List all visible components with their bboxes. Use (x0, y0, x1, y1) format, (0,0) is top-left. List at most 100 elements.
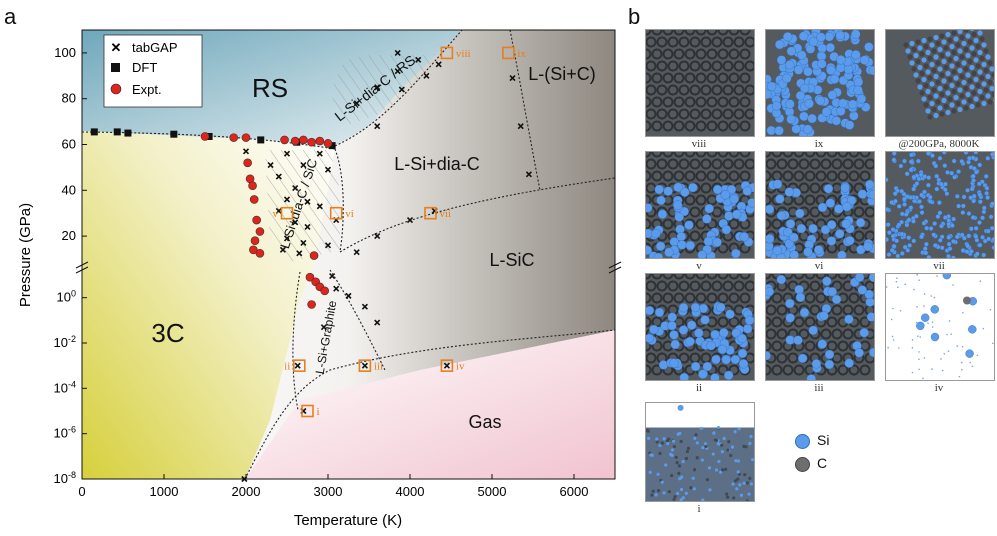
tabgap-point (415, 56, 422, 63)
snapshot-image (645, 29, 755, 137)
plot-frame (81, 29, 616, 480)
snapshot-caption: viii (691, 138, 707, 150)
expt-point (307, 137, 316, 147)
tabgap-point (374, 233, 381, 240)
x-tick-label: 1000 (150, 484, 179, 499)
x-axis-label: Temperature (K) (294, 512, 402, 529)
region-label: 3C (151, 318, 184, 348)
snapshot-box (440, 359, 454, 372)
tabgap-point (300, 239, 307, 247)
snapshot-box (424, 206, 437, 220)
tabgap-point (324, 242, 332, 249)
tabgap-point (316, 150, 323, 157)
region-label: Gas (468, 412, 501, 432)
snapshot-caption: @200GPa, 8000K (898, 138, 980, 150)
tabgap-point (294, 362, 301, 369)
snapshot-caption: ii (695, 382, 703, 394)
tabgap-point (361, 303, 368, 310)
dft-point (124, 129, 132, 137)
snapshot-caption: vi (814, 260, 824, 272)
tabgap-point (525, 171, 532, 178)
dft-point (328, 142, 336, 150)
region-label: L-Si+dia-C (394, 154, 480, 174)
y-tick-label: 10-8 (54, 470, 76, 486)
expt-point (229, 133, 238, 142)
atom-legend: Si C (795, 432, 829, 472)
tabgap-point (345, 292, 352, 299)
snapshot-image (885, 29, 995, 137)
snapshot-image (765, 273, 875, 381)
snapshot-box-label: vii (440, 208, 452, 220)
snapshot-box-label: ii (284, 361, 290, 373)
legend-si: Si (795, 432, 829, 449)
snapshot-box-label: i (317, 406, 320, 418)
axis-break (608, 261, 622, 274)
snapshot-caption: v (696, 260, 702, 272)
y-tick-label: 100 (54, 45, 76, 60)
tabgap-point (374, 319, 381, 326)
tabgap-point (374, 123, 381, 130)
legend: ✕ tabGAP DFT Expt. (103, 34, 203, 108)
dft-point (170, 130, 178, 138)
snapshot-caption: vii (933, 260, 945, 272)
snapshot-box (502, 46, 515, 60)
tabgap-point (329, 272, 336, 280)
tabgap-point (242, 148, 250, 155)
region-label: L-SiC (489, 250, 534, 270)
tabgap-point (304, 223, 311, 231)
expt-point (255, 227, 265, 236)
expt-point (320, 286, 330, 296)
tabgap-point (300, 162, 307, 169)
expt-point (252, 215, 261, 225)
tabgap-point (275, 173, 282, 180)
legend-tabgap: tabGAP (132, 40, 178, 55)
expt-point (315, 136, 325, 146)
tabgap-point (361, 362, 368, 369)
tabgap-point (320, 324, 327, 331)
snapshot-image (885, 273, 995, 381)
snapshot-image (645, 151, 755, 259)
x-tick-label: 4000 (396, 484, 425, 499)
snapshot-box-label: vi (345, 208, 354, 220)
x-tick-label: 0 (78, 484, 85, 499)
tabgap-point (443, 362, 450, 369)
dft-point (90, 128, 98, 136)
tabgap-point (435, 61, 442, 68)
expt-point (299, 135, 308, 145)
snapshot-image (765, 151, 875, 259)
y-tick-label: 10-2 (54, 334, 76, 350)
x-tick-label: 5000 (478, 484, 507, 499)
panel-a-label: a (4, 4, 17, 29)
snapshot-image (765, 29, 875, 137)
legend-dft: DFT (132, 60, 157, 75)
snapshot-box (301, 404, 314, 418)
expt-point (243, 158, 252, 168)
tabgap-point (406, 217, 414, 224)
snapshot-box-label: viii (456, 48, 471, 60)
y-tick-label: 20 (62, 228, 76, 243)
tabgap-point (353, 249, 360, 256)
y-tick-label: 10-4 (54, 379, 76, 395)
snapshot-box (440, 46, 454, 60)
legend-expt: Expt. (132, 82, 162, 97)
y-tick-label: 80 (62, 91, 76, 106)
tabgap-point (296, 250, 303, 257)
region-label: L-(Si+C) (528, 64, 596, 84)
y-tick-label: 60 (62, 137, 76, 152)
snapshot-box (358, 359, 372, 372)
tabgap-point (394, 49, 401, 56)
snapshot-box (280, 206, 294, 220)
x-tick-label: 3000 (314, 484, 343, 499)
snapshot-box-label: v (273, 208, 279, 220)
axes: 0 1000 2000 3000 4000 5000 6000 20 40 60 80 100 10-8… (54, 45, 622, 499)
snapshot-image (645, 273, 755, 381)
expt-point (250, 236, 260, 245)
snapshot-caption: iv (934, 382, 944, 394)
snapshot-box-label: iv (456, 361, 465, 373)
tabgap-point (283, 150, 291, 157)
snapshot-caption: ix (814, 138, 824, 150)
y-tick-label: 40 (62, 182, 76, 197)
legend-c: C (795, 455, 829, 472)
tabgap-point (423, 72, 430, 79)
tabgap-point (292, 219, 299, 226)
